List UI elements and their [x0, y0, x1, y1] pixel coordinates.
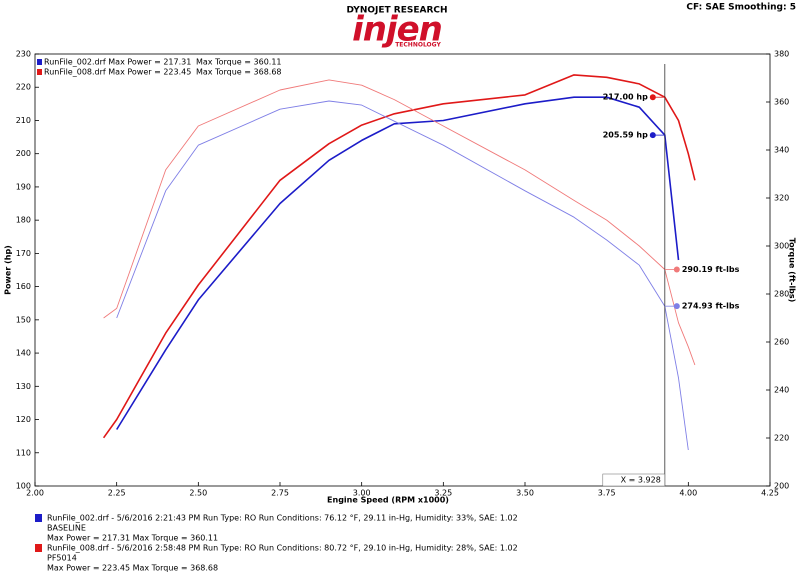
legend-label: RunFile_002.drf Max Power = 217.31	[44, 58, 191, 67]
x-tick-label: 2.75	[271, 489, 289, 498]
brand: DYNOJET RESEARCH	[346, 6, 447, 16]
y2-tick-label: 320	[774, 194, 789, 203]
y-tick-label: 110	[16, 448, 31, 457]
y2-tick-label: 300	[774, 242, 789, 251]
y-tick-label: 100	[16, 482, 31, 491]
y-tick-label: 150	[16, 315, 31, 324]
run-info: RunFile_002.drf - 5/6/2016 2:21:43 PM Ru…	[47, 514, 518, 523]
legend-label: RunFile_008.drf Max Power = 223.45	[44, 68, 191, 77]
y-tick-label: 190	[16, 182, 31, 191]
y2-tick-label: 280	[774, 290, 789, 299]
y-axis-title: Power (hp)	[4, 245, 13, 295]
x-tick-label: 3.00	[353, 489, 371, 498]
y2-tick-label: 380	[774, 50, 789, 59]
run-swatch	[35, 514, 42, 522]
y2-tick-label: 260	[774, 338, 789, 347]
y2-tick-label: 340	[774, 146, 789, 155]
cursor-value: 290.19 ft-lbs	[682, 265, 740, 274]
cursor-marker	[649, 132, 656, 139]
plot-frame	[34, 53, 771, 487]
y2-tick-label: 240	[774, 386, 789, 395]
run-info: RunFile_008.drf - 5/6/2016 2:58:48 PM Ru…	[47, 544, 518, 553]
y-tick-label: 140	[16, 349, 31, 358]
y-tick-label: 210	[16, 116, 31, 125]
cursor-marker	[673, 266, 680, 273]
run-info: BASELINE	[47, 524, 86, 533]
y-tick-label: 200	[16, 149, 31, 158]
y-tick-label: 130	[16, 382, 31, 391]
legend-label: Max Torque = 360.11	[196, 58, 282, 67]
series-line	[102, 74, 696, 439]
y2-axis-title: Torque (ft-lbs)	[788, 238, 797, 303]
cursor-label: X = 3.928	[621, 476, 661, 485]
x-tick-label: 4.00	[679, 489, 697, 498]
y-tick-label: 160	[16, 282, 31, 291]
cursor-value: 205.59 hp	[603, 131, 648, 140]
cursor-box	[602, 473, 666, 487]
y-tick-label: 230	[16, 50, 31, 59]
cursor-value: 217.00 hp	[603, 93, 648, 102]
x-tick-label: 2.00	[26, 489, 44, 498]
x-tick-label: 3.75	[598, 489, 616, 498]
series-line	[116, 100, 689, 451]
x-tick-label: 3.50	[516, 489, 534, 498]
cursor-value: 274.93 ft-lbs	[682, 302, 740, 311]
legend-swatch	[37, 59, 42, 65]
x-tick-label: 4.25	[761, 489, 779, 498]
series-line	[103, 79, 696, 366]
x-tick-label: 2.25	[108, 489, 126, 498]
y2-tick-label: 220	[774, 434, 789, 443]
y2-tick-label: 360	[774, 98, 789, 107]
y2-tick-label: 200	[774, 482, 789, 491]
logo: injen	[352, 10, 442, 50]
y-tick-label: 170	[16, 249, 31, 258]
settings: CF: SAE Smoothing: 5	[686, 3, 796, 13]
run-info: Max Power = 217.31 Max Torque = 360.11	[47, 534, 218, 543]
legend-label: Max Torque = 368.68	[196, 68, 282, 77]
x-axis-title: Engine Speed (RPM x1000)	[327, 496, 449, 505]
logo-sub: TECHNOLOGY	[395, 42, 441, 49]
run-info: Max Power = 223.45 Max Torque = 368.68	[47, 564, 218, 573]
y-tick-label: 120	[16, 415, 31, 424]
x-tick-label: 2.50	[189, 489, 207, 498]
y-tick-label: 180	[16, 216, 31, 225]
cursor-marker	[649, 94, 656, 101]
legend-swatch	[37, 69, 42, 75]
y-tick-label: 220	[16, 83, 31, 92]
run-swatch	[35, 544, 42, 552]
series-line	[116, 96, 680, 430]
x-tick-label: 3.25	[434, 489, 452, 498]
run-info: PF5014	[47, 554, 77, 563]
cursor-marker	[673, 303, 680, 310]
